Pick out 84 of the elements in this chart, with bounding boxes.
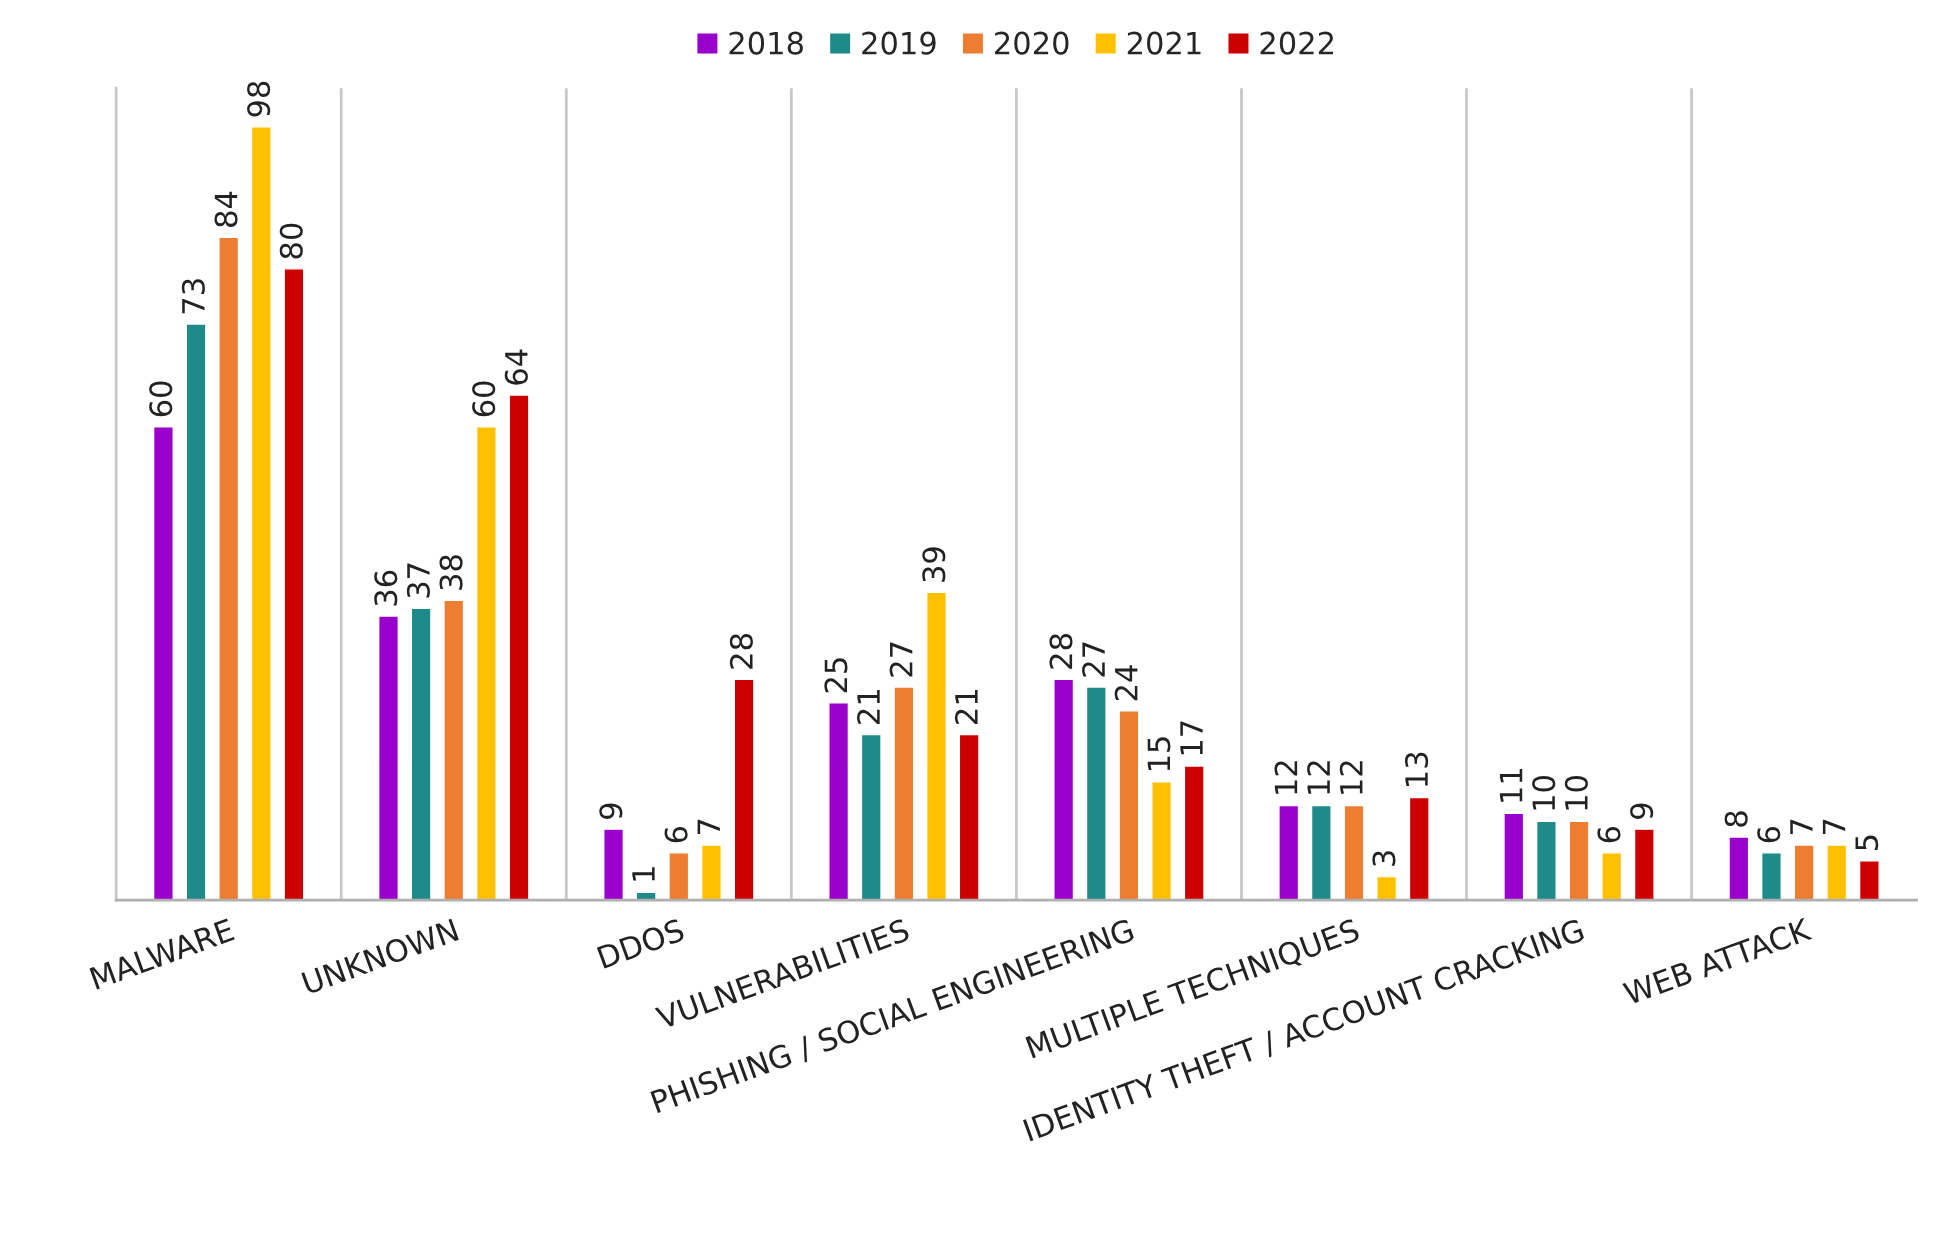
bar xyxy=(152,425,174,901)
bar xyxy=(443,599,465,901)
bar xyxy=(250,126,272,901)
bar xyxy=(1151,781,1173,901)
data-label: 3 xyxy=(1372,851,1396,866)
data-label: 98 xyxy=(247,81,271,117)
data-label: 7 xyxy=(1790,819,1813,835)
bar xyxy=(926,591,947,901)
legend-label: 2019 xyxy=(862,31,936,55)
bar xyxy=(283,268,305,901)
bar xyxy=(1376,875,1398,901)
bar xyxy=(1760,852,1782,901)
data-label: 5 xyxy=(1855,835,1879,851)
data-label: 6 xyxy=(1757,826,1781,843)
data-label: 60 xyxy=(472,381,496,417)
data-label: 15 xyxy=(1147,737,1171,771)
data-label: 24 xyxy=(1114,665,1138,701)
data-label: 13 xyxy=(1405,752,1429,786)
bar xyxy=(377,615,399,901)
bar xyxy=(475,425,497,901)
bar xyxy=(603,828,625,901)
data-label: 25 xyxy=(824,658,848,693)
data-label: 21 xyxy=(856,690,880,724)
bar xyxy=(1118,710,1140,901)
data-label: 28 xyxy=(1049,634,1073,669)
data-label: 39 xyxy=(922,547,946,582)
bar xyxy=(700,844,722,901)
bar xyxy=(1568,820,1590,901)
data-label: 84 xyxy=(214,191,238,227)
data-label: 64 xyxy=(504,349,528,385)
legend-label: 2018 xyxy=(729,31,803,55)
data-label: 37 xyxy=(406,563,430,598)
bar xyxy=(1343,804,1365,901)
data-label: 12 xyxy=(1339,761,1363,794)
data-label: 21 xyxy=(954,690,978,724)
bar xyxy=(668,852,690,901)
data-label: 12 xyxy=(1274,761,1298,794)
data-label: 7 xyxy=(697,819,720,835)
data-label: 9 xyxy=(1630,803,1654,819)
bar xyxy=(1633,828,1655,901)
bar xyxy=(1183,765,1205,901)
bar xyxy=(893,686,915,901)
bar xyxy=(410,607,432,901)
data-label: 10 xyxy=(1564,776,1588,810)
data-label: 9 xyxy=(599,803,623,819)
data-label: 8 xyxy=(1724,811,1748,827)
bar xyxy=(828,702,850,901)
data-label: 80 xyxy=(279,223,303,259)
legend-label: 2021 xyxy=(1127,31,1201,55)
data-label: 7 xyxy=(1822,819,1846,835)
bar xyxy=(958,733,980,901)
legend-label: 2022 xyxy=(1260,31,1334,55)
data-label: 17 xyxy=(1180,721,1203,755)
data-label: 36 xyxy=(374,570,398,606)
data-label: 1 xyxy=(632,867,655,881)
data-label: 10 xyxy=(1532,776,1556,810)
legend-label: 2020 xyxy=(995,31,1069,55)
bar xyxy=(1503,812,1525,901)
bar xyxy=(1793,844,1815,901)
bar xyxy=(185,323,207,901)
bar xyxy=(1085,686,1107,901)
bar xyxy=(1601,852,1623,901)
data-label: 60 xyxy=(149,381,173,417)
bar xyxy=(1278,804,1300,901)
bar xyxy=(1053,678,1075,901)
bar xyxy=(218,236,240,901)
data-label: 12 xyxy=(1307,761,1330,794)
bar xyxy=(733,678,755,901)
bar xyxy=(1535,820,1557,901)
bar xyxy=(860,733,882,901)
data-label: 28 xyxy=(729,634,753,669)
data-label: 6 xyxy=(664,826,688,843)
bar xyxy=(1858,860,1880,901)
bar xyxy=(1310,804,1332,901)
data-label: 6 xyxy=(1597,826,1621,843)
data-label: 73 xyxy=(181,279,205,314)
bar xyxy=(508,394,530,901)
data-label: 27 xyxy=(1082,642,1105,677)
bar xyxy=(1826,844,1848,901)
data-label: 27 xyxy=(889,642,913,677)
data-label: 11 xyxy=(1499,768,1523,802)
bar xyxy=(1408,796,1430,901)
data-label: 38 xyxy=(439,555,463,590)
bar xyxy=(1728,836,1750,901)
